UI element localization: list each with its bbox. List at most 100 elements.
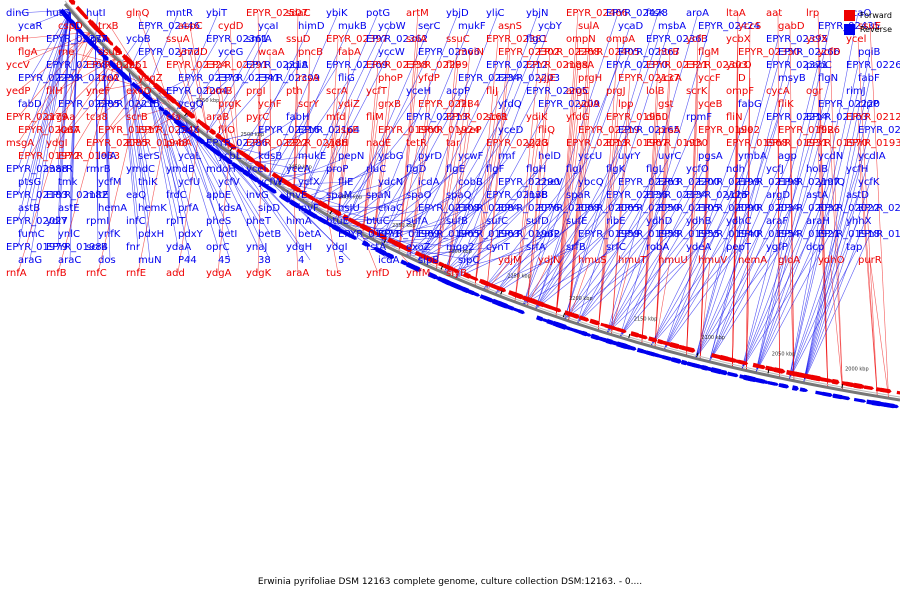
connector-line	[436, 38, 459, 270]
gene-label: rpmI	[86, 216, 109, 227]
gene-label: ynfM	[406, 268, 430, 279]
connector-line	[755, 181, 831, 373]
gene-label: glnQ	[126, 8, 149, 19]
gene-label: cspD	[58, 21, 83, 32]
gene-label: EPYR_01948	[126, 138, 188, 149]
gene-label: EPYR_02220	[818, 99, 880, 110]
gene-label: EPYR_01972	[18, 151, 80, 162]
gene-label: EPYR_02341	[218, 73, 280, 84]
connector-line	[474, 142, 499, 287]
gene-feature	[611, 340, 619, 346]
connector-line	[205, 38, 259, 136]
gene-label: scrB	[86, 242, 108, 253]
gene-feature	[273, 173, 282, 181]
gene-label: EPYR_01954	[738, 229, 800, 240]
scale-tick	[562, 313, 566, 318]
gene-label: EPYR_02205	[526, 86, 588, 97]
gene-label: ydiY	[46, 216, 68, 227]
gene-label: mukB	[338, 21, 367, 32]
gene-label: tar	[446, 138, 461, 149]
connector-line	[97, 82, 143, 274]
gene-label: aspC	[178, 21, 203, 32]
connector-line	[455, 207, 551, 279]
connector-line	[109, 25, 151, 91]
connector-line	[817, 142, 829, 388]
gene-label: hutG	[46, 8, 70, 19]
gene-label: EPYR_02214	[766, 112, 828, 123]
connector-line	[514, 142, 539, 302]
connector-line	[300, 168, 379, 200]
gene-label: EPYR_01992	[698, 125, 760, 136]
gene-label: acpP	[446, 86, 470, 97]
gene-feature	[781, 383, 790, 389]
gene-label: plc	[738, 125, 753, 136]
gene-label: EPYR_01918	[818, 229, 880, 240]
connector-line	[443, 246, 539, 274]
connector-line	[95, 37, 99, 248]
gene-label: EPYR_02290	[498, 177, 560, 188]
gene-label: sufE	[566, 216, 587, 227]
connector-line	[486, 25, 511, 292]
gene-label: tus	[326, 268, 341, 279]
gene-label: nadE	[366, 138, 391, 149]
connector-line	[235, 64, 299, 158]
gene-label: EPYR_02466	[566, 8, 628, 19]
gene-label: yccS	[738, 21, 761, 32]
connector-line	[741, 246, 819, 370]
connector-line	[606, 220, 699, 334]
gene-label: ycdN	[818, 151, 843, 162]
connector-line	[310, 155, 391, 206]
gene-label: EPYR_02388	[6, 164, 68, 175]
gene-label: EPYR_02188	[526, 60, 588, 71]
gene-label: EPYR_02032	[778, 203, 840, 214]
gene-label: EPYR_02197	[778, 177, 840, 188]
gene-label: yafP	[538, 229, 560, 240]
gene-label: ycfJ	[766, 164, 784, 175]
gene-label: hemK	[138, 203, 167, 214]
gene-feature	[573, 313, 580, 319]
gene-label: yceP	[458, 125, 482, 136]
gene-label: yceD	[498, 125, 524, 136]
gene-label: fabF	[858, 73, 880, 84]
connector-line	[455, 233, 551, 279]
gene-label: ogr	[806, 86, 823, 97]
gene-label: ydhD	[646, 216, 673, 227]
gene-label: fliJ	[486, 86, 498, 97]
gene-label: EPYR_01967	[606, 138, 668, 149]
gene-label: dcp	[806, 242, 824, 253]
gene-label: spaN	[366, 190, 391, 201]
connector-line	[57, 57, 116, 92]
scale-tick-label: 2050 kbp	[772, 352, 796, 358]
connector-line	[619, 181, 711, 338]
connector-line	[189, 51, 209, 138]
gene-label: fabG	[738, 99, 762, 110]
gene-label: smtA	[246, 34, 272, 45]
connector-line	[619, 233, 711, 338]
gene-label: ycbX	[726, 34, 751, 45]
connector-line	[406, 168, 499, 257]
scale-tick-label: 2250 kbp	[507, 274, 531, 280]
connector-line	[576, 155, 671, 324]
gene-feature	[518, 309, 525, 315]
gene-label: srfB	[566, 242, 586, 253]
gene-label: pepN	[338, 151, 364, 162]
gene-label: EPYR_01924	[418, 125, 480, 136]
connector-line	[175, 38, 219, 113]
gene-label: ycfW	[258, 177, 283, 188]
gene-label: invG	[246, 190, 269, 201]
gene-label: scrB	[126, 112, 148, 123]
gene-feature	[269, 187, 276, 193]
gene-feature	[342, 214, 349, 221]
scale-tick-label: 2400 kbp	[339, 195, 363, 201]
gene-label: EPYR_01970	[806, 138, 868, 149]
gene-label: infC	[126, 216, 146, 227]
gene-label: exoZ	[406, 242, 431, 253]
gene-label: ychP	[726, 190, 750, 201]
gene-label: btuE	[326, 216, 349, 227]
connector-line	[337, 129, 351, 222]
gene-label: sIyB	[446, 268, 467, 279]
gene-label: ltaA	[726, 8, 746, 19]
gene-label: araA	[286, 268, 309, 279]
connector-line	[334, 194, 419, 220]
gene-label: rimJ	[846, 86, 866, 97]
